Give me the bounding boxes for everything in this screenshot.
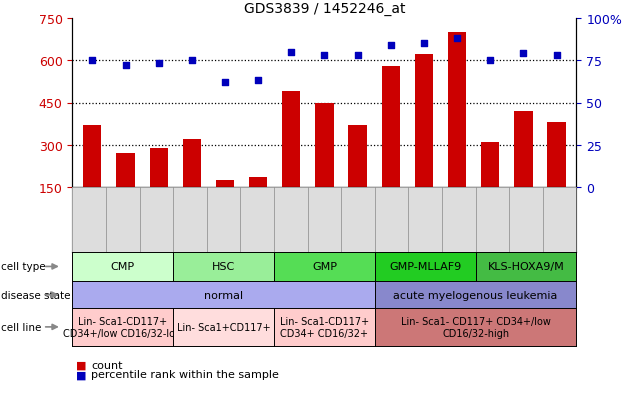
Bar xyxy=(415,55,433,188)
Text: HSC: HSC xyxy=(212,262,235,272)
Point xyxy=(120,63,130,69)
Text: GMP: GMP xyxy=(312,262,337,272)
Point xyxy=(419,41,429,47)
Bar xyxy=(149,148,168,188)
Point xyxy=(88,57,98,64)
Text: CMP: CMP xyxy=(111,262,135,272)
Text: disease state: disease state xyxy=(1,290,71,300)
Text: cell line: cell line xyxy=(1,322,42,332)
Text: cell type: cell type xyxy=(1,262,46,272)
Bar xyxy=(348,126,367,188)
Point xyxy=(485,57,495,64)
Point xyxy=(452,36,462,42)
Point xyxy=(220,80,230,86)
Text: Lin- Sca1- CD117+ CD34+/low
CD16/32-high: Lin- Sca1- CD117+ CD34+/low CD16/32-high xyxy=(401,316,551,338)
Text: GMP-MLLAF9: GMP-MLLAF9 xyxy=(389,262,461,272)
Text: percentile rank within the sample: percentile rank within the sample xyxy=(91,370,279,380)
Text: count: count xyxy=(91,360,123,370)
Point xyxy=(386,43,396,49)
Text: Lin- Sca1-CD117+
CD34+ CD16/32+: Lin- Sca1-CD117+ CD34+ CD16/32+ xyxy=(280,316,369,338)
Text: KLS-HOXA9/M: KLS-HOXA9/M xyxy=(488,262,564,272)
Title: GDS3839 / 1452246_at: GDS3839 / 1452246_at xyxy=(244,2,405,16)
Bar xyxy=(514,112,532,188)
Point xyxy=(551,52,561,59)
Text: ■: ■ xyxy=(76,360,86,370)
Text: Lin- Sca1+CD117+: Lin- Sca1+CD117+ xyxy=(177,322,270,332)
Bar xyxy=(448,33,466,188)
Bar xyxy=(117,154,135,188)
Bar xyxy=(481,143,500,188)
Text: Lin- Sca1-CD117+
CD34+/low CD16/32-low: Lin- Sca1-CD117+ CD34+/low CD16/32-low xyxy=(63,316,183,338)
Bar xyxy=(249,178,267,188)
Bar xyxy=(316,103,333,188)
Point xyxy=(353,52,363,59)
Point xyxy=(286,49,296,56)
Text: acute myelogenous leukemia: acute myelogenous leukemia xyxy=(394,290,558,300)
Point xyxy=(154,61,164,68)
Point xyxy=(518,51,529,57)
Point xyxy=(319,52,329,59)
Bar xyxy=(216,181,234,188)
Text: normal: normal xyxy=(204,290,243,300)
Bar xyxy=(183,140,201,188)
Point xyxy=(186,57,197,64)
Text: ■: ■ xyxy=(76,370,86,380)
Bar xyxy=(382,66,400,188)
Bar xyxy=(547,123,566,188)
Bar xyxy=(83,126,101,188)
Point xyxy=(253,78,263,85)
Bar xyxy=(282,92,301,188)
